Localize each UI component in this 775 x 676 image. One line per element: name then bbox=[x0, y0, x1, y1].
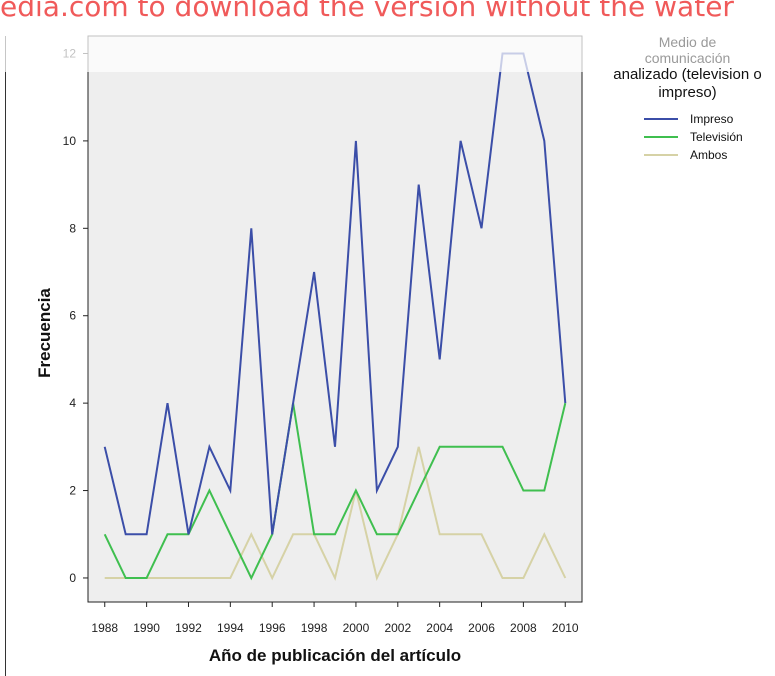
x-tick-label: 2002 bbox=[384, 621, 411, 635]
x-tick-label: 2010 bbox=[552, 621, 579, 635]
watermark-band bbox=[0, 30, 775, 72]
x-tick-label: 1990 bbox=[133, 621, 160, 635]
legend-items: Impreso Televisión Ambos bbox=[600, 110, 775, 164]
watermark-text: edia.com to download the version without… bbox=[0, 0, 734, 23]
x-tick-label: 2004 bbox=[426, 621, 453, 635]
x-tick-label: 2008 bbox=[510, 621, 537, 635]
legend-label-impreso: Impreso bbox=[690, 112, 734, 126]
x-tick-label: 1988 bbox=[91, 621, 118, 635]
y-tick-label: 0 bbox=[69, 571, 76, 585]
legend: Medio de comunicación analizado (televis… bbox=[600, 34, 775, 164]
legend-title-line4: impreso) bbox=[658, 84, 717, 101]
axes: 0246810121988199019921994199619982000200… bbox=[63, 46, 579, 635]
legend-entry-ambos: Ambos bbox=[644, 146, 775, 164]
x-tick-label: 2006 bbox=[468, 621, 495, 635]
y-tick-label: 8 bbox=[69, 221, 76, 235]
x-axis-label: Año de publicación del artículo bbox=[209, 646, 461, 665]
x-tick-label: 1994 bbox=[217, 621, 244, 635]
series-line-television bbox=[103, 402, 567, 581]
x-tick-label: 1996 bbox=[259, 621, 286, 635]
legend-label-ambos: Ambos bbox=[690, 148, 728, 162]
y-tick-label: 10 bbox=[63, 134, 77, 148]
x-tick-label: 2000 bbox=[343, 621, 370, 635]
legend-label-television: Televisión bbox=[690, 130, 743, 144]
legend-title-line2: comunicación bbox=[644, 50, 731, 66]
y-tick-label: 2 bbox=[69, 484, 76, 498]
legend-swatch-ambos bbox=[644, 154, 678, 156]
legend-entry-impreso: Impreso bbox=[644, 110, 775, 128]
legend-swatch-television bbox=[644, 136, 678, 138]
legend-title-line3: analizado (television o bbox=[613, 66, 762, 83]
legend-title-line1: Medio de bbox=[658, 34, 717, 50]
x-tick-label: 1998 bbox=[301, 621, 328, 635]
plot-area bbox=[87, 35, 583, 603]
y-axis-label: Frecuencia bbox=[35, 288, 54, 378]
legend-entry-television: Televisión bbox=[644, 128, 775, 146]
series-line-impreso bbox=[103, 52, 567, 536]
y-tick-label: 6 bbox=[69, 309, 76, 323]
series-line-ambos bbox=[104, 446, 567, 581]
x-tick-label: 1992 bbox=[175, 621, 202, 635]
legend-swatch-impreso bbox=[644, 118, 678, 120]
series-lines bbox=[103, 52, 567, 581]
y-tick-label: 4 bbox=[69, 396, 76, 410]
frame-left-border bbox=[5, 36, 6, 676]
